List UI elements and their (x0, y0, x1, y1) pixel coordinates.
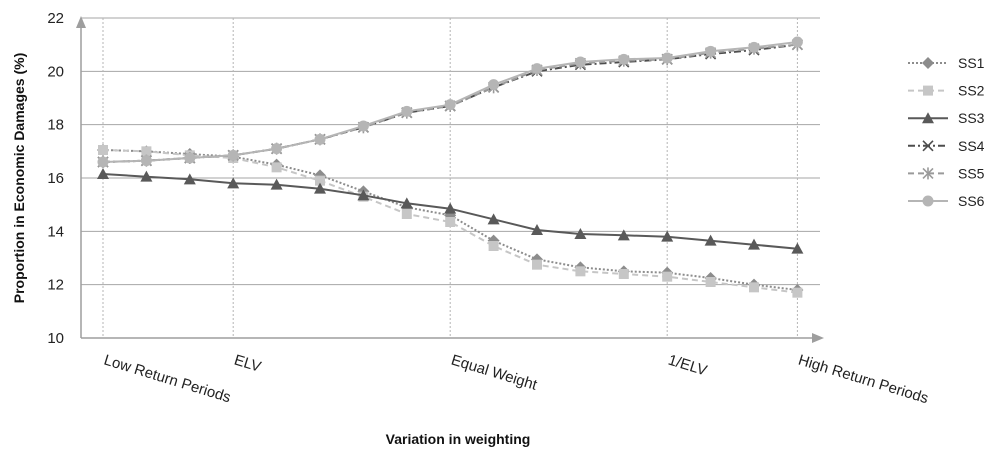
data-point-ss3 (617, 229, 630, 241)
legend-item-ss1: SS1 (908, 55, 985, 71)
data-point-ss2 (618, 269, 629, 279)
data-point-ss3 (183, 173, 196, 185)
data-point-ss3 (97, 168, 109, 179)
y-tick-label: 12 (47, 277, 64, 294)
data-point-ss3 (357, 189, 370, 201)
data-point-ss3 (531, 224, 543, 235)
data-point-ss6 (97, 156, 109, 168)
data-point-ss6 (140, 155, 152, 167)
data-point-ss3 (574, 228, 587, 239)
x-tick-label: Equal Weight (449, 352, 540, 395)
y-axis-arrow (76, 16, 86, 28)
legend-marker-ss6 (922, 195, 934, 207)
legend-label-ss2: SS2 (958, 83, 985, 99)
data-point-ss3 (791, 242, 804, 254)
legend-item-ss5: SS5 (908, 165, 985, 181)
data-point-ss6 (444, 99, 456, 111)
data-point-ss3 (270, 178, 283, 190)
data-point-ss6 (791, 36, 803, 48)
data-point-ss2 (141, 146, 152, 157)
legend-label-ss3: SS3 (958, 110, 985, 126)
axes (76, 16, 824, 343)
y-tick-label: 20 (47, 63, 64, 80)
legend-marker-ss2 (923, 85, 933, 96)
data-point-ss6 (705, 45, 717, 57)
legend-label-ss6: SS6 (958, 193, 985, 209)
legend-item-ss3: SS3 (908, 110, 985, 126)
y-tick-label: 10 (47, 330, 64, 347)
data-point-ss3 (444, 202, 457, 214)
data-point-ss6 (401, 105, 413, 117)
legend-marker-ss1 (922, 57, 934, 69)
legend-item-ss4: SS4 (908, 138, 985, 154)
legend-marker-ss4 (922, 140, 934, 152)
data-point-ss6 (227, 149, 239, 161)
legend: SS1 SS2 SS3 SS4 SS5 SS6 (908, 55, 985, 209)
legend-label-ss1: SS1 (958, 55, 985, 71)
x-tick-label: ELV (232, 352, 263, 376)
series-ss6 (97, 36, 803, 168)
x-axis-title: Variation in weighting (386, 431, 531, 447)
data-point-ss2 (705, 277, 716, 287)
data-point-ss3 (227, 177, 240, 189)
data-point-ss2 (271, 162, 282, 173)
legend-item-ss2: SS2 (908, 83, 985, 99)
data-point-ss6 (748, 41, 760, 53)
data-point-ss2 (401, 209, 412, 219)
data-point-ss2 (575, 266, 586, 277)
data-point-ss3 (748, 238, 760, 250)
data-point-ss2 (315, 175, 325, 186)
data-point-ss6 (184, 152, 196, 164)
x-tick-label: 1/ELV (666, 352, 709, 380)
data-point-ss3 (704, 234, 717, 246)
data-point-ss3 (314, 182, 326, 194)
legend-item-ss6: SS6 (908, 193, 985, 209)
y-tick-label: 14 (47, 223, 64, 240)
data-point-ss2 (532, 259, 542, 270)
series-ss3 (97, 168, 804, 254)
x-tick-label: Low Return Periods (102, 352, 233, 407)
data-point-ss6 (574, 56, 586, 68)
data-point-ss2 (445, 217, 456, 227)
y-tick-label: 18 (47, 117, 64, 134)
data-point-ss2 (792, 287, 803, 298)
legend-marker-ss3 (922, 112, 934, 124)
data-point-ss2 (662, 271, 673, 282)
data-point-ss2 (488, 241, 499, 251)
legend-marker-ss5 (922, 167, 934, 180)
y-tick-label: 22 (47, 10, 64, 27)
y-tick-label: 16 (47, 170, 64, 187)
data-point-ss6 (314, 133, 326, 145)
data-point-ss6 (488, 79, 500, 91)
y-axis-title: Proportion in Economic Damages (%) (11, 53, 27, 303)
data-point-ss6 (618, 53, 630, 65)
legend-label-ss5: SS5 (958, 165, 985, 181)
data-point-ss3 (400, 197, 413, 209)
data-point-ss6 (357, 120, 369, 132)
x-tick-label: High Return Periods (796, 352, 930, 408)
data-point-ss2 (98, 145, 108, 155)
data-point-ss3 (487, 213, 500, 225)
x-tick-labels: Low Return Periods ELV Equal Weight 1/ELV Hi… (102, 352, 931, 408)
x-axis-arrow (812, 333, 824, 343)
data-point-ss3 (140, 170, 153, 182)
data-point-ss6 (661, 52, 673, 64)
data-point-ss6 (271, 143, 283, 155)
data-point-ss6 (531, 63, 543, 75)
data-point-ss3 (661, 230, 674, 242)
y-tick-labels: 10 12 14 16 18 20 22 (47, 10, 64, 347)
series-layer (97, 36, 804, 298)
data-point-ss2 (749, 282, 759, 293)
legend-label-ss4: SS4 (958, 138, 985, 154)
